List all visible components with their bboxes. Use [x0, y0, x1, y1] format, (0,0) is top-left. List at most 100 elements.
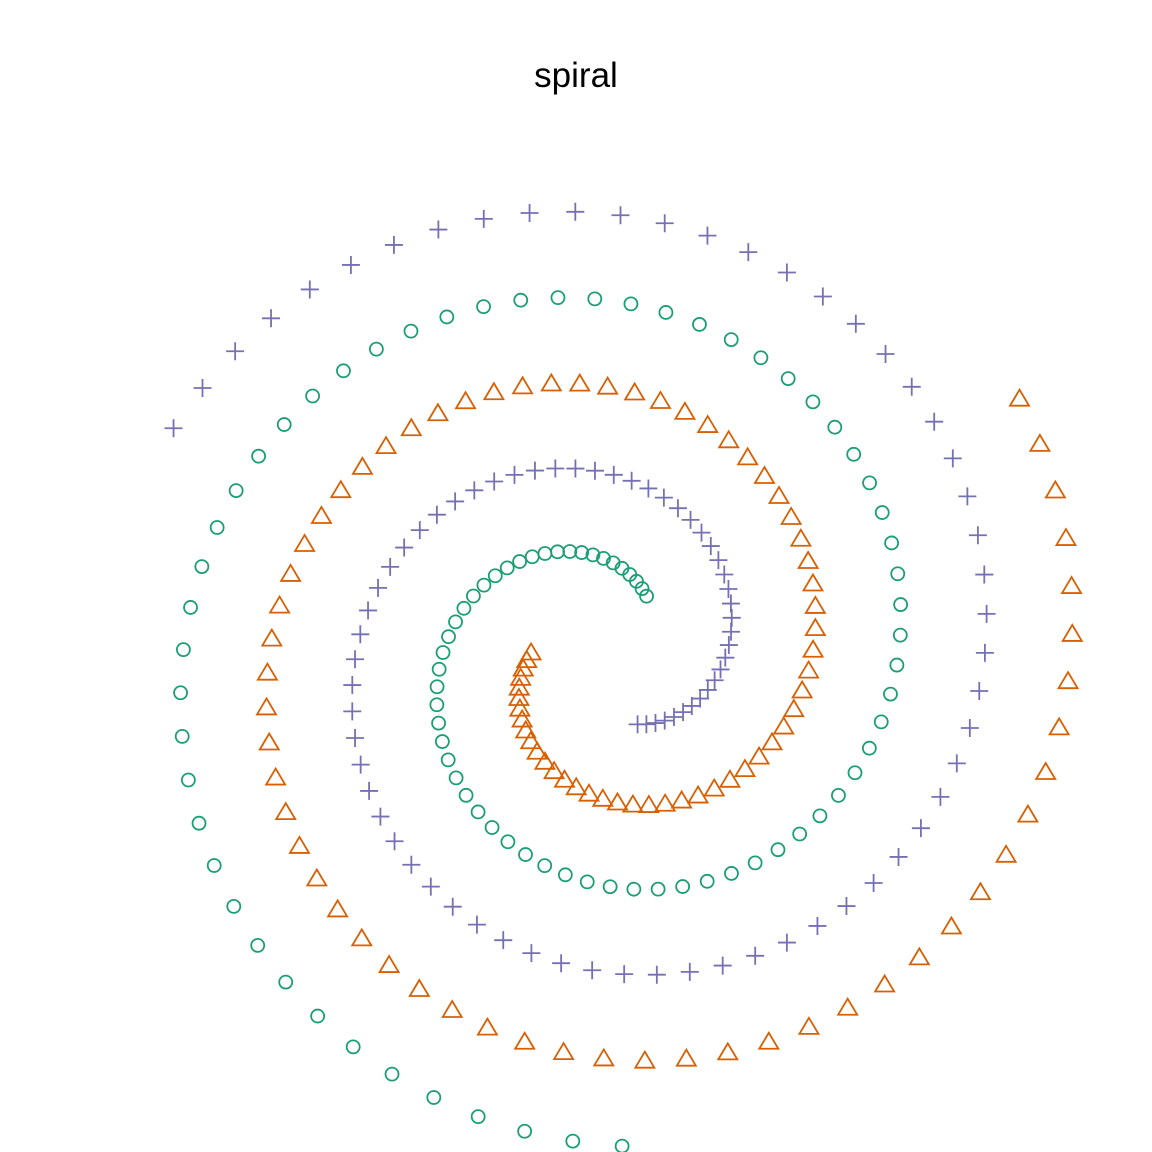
- data-point: [368, 341, 384, 357]
- data-point: [384, 1066, 400, 1082]
- data-point: [505, 465, 524, 484]
- data-point: [448, 770, 464, 786]
- data-point: [579, 874, 595, 890]
- data-point: [456, 600, 472, 616]
- data-point: [1028, 433, 1051, 452]
- data-point: [346, 650, 365, 669]
- data-point: [836, 996, 859, 1016]
- data-point: [805, 394, 821, 410]
- data-point: [446, 492, 465, 511]
- series-circle: [173, 290, 909, 1152]
- data-point: [500, 834, 516, 850]
- data-point: [518, 847, 533, 862]
- data-point: [552, 1041, 575, 1060]
- data-point: [596, 550, 611, 566]
- data-point: [812, 808, 828, 824]
- data-point: [893, 597, 909, 612]
- data-point: [513, 1031, 536, 1050]
- data-point: [274, 801, 297, 821]
- data-point: [717, 429, 740, 449]
- data-point: [622, 471, 641, 490]
- data-point: [873, 973, 896, 993]
- data-point: [947, 754, 966, 773]
- data-point: [1034, 761, 1057, 780]
- data-point: [336, 363, 351, 379]
- data-point: [228, 483, 244, 499]
- data-point: [484, 820, 500, 835]
- data-point: [310, 1008, 326, 1024]
- data-point: [960, 718, 979, 737]
- data-point: [715, 565, 734, 584]
- data-point: [378, 954, 401, 973]
- data-point: [300, 280, 319, 299]
- data-point: [410, 521, 429, 540]
- data-point: [772, 715, 795, 735]
- data-point: [577, 782, 601, 802]
- data-point: [180, 772, 196, 788]
- data-point: [566, 459, 585, 478]
- data-point: [673, 401, 697, 420]
- data-point: [164, 419, 183, 438]
- data-point: [864, 873, 883, 892]
- data-point: [174, 728, 190, 744]
- data-point: [1048, 716, 1071, 736]
- data-point: [724, 866, 739, 881]
- data-point: [487, 568, 503, 584]
- data-point: [626, 881, 642, 897]
- data-point: [176, 642, 191, 658]
- data-point: [675, 1047, 698, 1067]
- data-point: [345, 1039, 361, 1055]
- data-point: [458, 787, 474, 803]
- data-point: [931, 787, 950, 806]
- data-point: [508, 676, 531, 696]
- data-point: [550, 544, 565, 560]
- data-point: [698, 226, 717, 245]
- data-point: [797, 659, 820, 679]
- data-point: [465, 481, 484, 500]
- data-point: [557, 867, 573, 883]
- data-point: [351, 456, 374, 475]
- data-point: [943, 449, 962, 468]
- data-point: [226, 342, 245, 361]
- data-point: [614, 1138, 630, 1152]
- data-point: [711, 660, 730, 679]
- data-point: [443, 897, 462, 916]
- data-point: [611, 206, 630, 225]
- data-point: [343, 702, 362, 721]
- data-point: [791, 679, 814, 699]
- data-point: [431, 715, 446, 731]
- data-point: [400, 417, 423, 437]
- data-point: [813, 287, 832, 306]
- data-point: [305, 388, 321, 404]
- data-point: [466, 588, 481, 604]
- data-point: [804, 595, 827, 614]
- data-point: [827, 419, 843, 435]
- data-point: [585, 547, 601, 563]
- data-point: [808, 916, 827, 935]
- data-point: [565, 776, 588, 796]
- data-point: [883, 686, 898, 702]
- data-point: [194, 559, 210, 574]
- data-point: [592, 1047, 615, 1067]
- data-point: [381, 557, 400, 576]
- data-point: [226, 898, 242, 914]
- data-point: [519, 730, 542, 750]
- data-point: [925, 412, 944, 431]
- data-point: [565, 1133, 581, 1149]
- data-point: [279, 563, 302, 582]
- data-point: [670, 789, 693, 809]
- data-point: [511, 375, 534, 395]
- data-point: [250, 937, 266, 953]
- data-point: [746, 946, 765, 965]
- data-point: [440, 752, 456, 768]
- data-point: [499, 560, 515, 576]
- data-point: [655, 711, 674, 730]
- data-point: [994, 844, 1018, 863]
- data-point: [847, 765, 863, 781]
- data-point: [747, 855, 763, 871]
- data-point: [482, 381, 505, 401]
- data-point: [739, 243, 758, 262]
- data-point: [435, 645, 451, 660]
